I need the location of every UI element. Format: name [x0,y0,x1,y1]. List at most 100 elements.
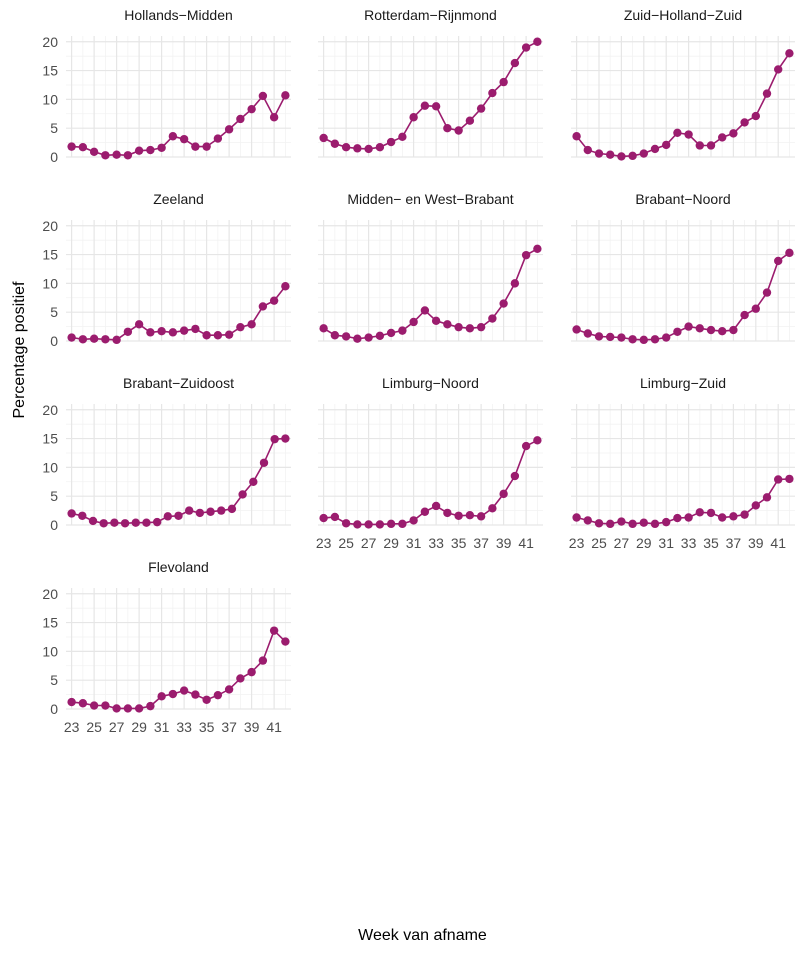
data-point [174,511,183,520]
y-tick-label: 0 [50,149,58,165]
data-point [606,332,615,342]
data-point [191,142,200,151]
series-line [71,285,287,341]
panel-title: Limburg−Zuid [640,375,726,391]
data-point [639,149,648,158]
panel-title: Hollands−Midden [124,7,233,23]
data-point [583,329,592,338]
data-point [101,151,110,160]
data-point [224,125,234,134]
data-point [168,132,178,141]
data-point [454,322,463,332]
data-point [227,504,237,514]
data-point [684,513,693,522]
y-tick-label: 5 [50,488,58,504]
data-point [78,143,88,152]
panel-1: Hollands−Midden 0 5 10 15 20 [42,7,291,165]
data-point [650,335,660,344]
data-point [168,689,178,699]
data-point [202,142,211,151]
data-point [510,471,520,481]
data-point [179,326,189,335]
y-tick-label: 15 [42,63,58,79]
data-point [650,519,660,529]
data-point [572,513,581,522]
data-point [112,335,121,345]
y-tick-label: 5 [50,120,58,136]
data-point [751,501,760,510]
x-tick-label: 37 [473,535,489,551]
data-point [420,101,430,110]
data-point [499,299,508,308]
x-tick-label: 25 [591,535,607,551]
data-point [740,510,749,519]
data-point [168,328,178,337]
data-point [510,279,520,288]
series-line [575,52,791,158]
data-point [774,256,783,266]
data-point [639,518,648,527]
data-point [112,704,121,713]
data-point [353,334,362,343]
data-point [217,506,226,515]
data-point [259,458,269,467]
data-point [258,302,268,311]
data-point [213,690,223,700]
data-point [684,322,693,331]
data-point [510,58,520,68]
data-point [330,331,340,340]
x-tick-label: 29 [636,535,652,551]
x-tick-label: 23 [64,719,80,735]
data-point [375,331,385,341]
data-point [386,328,396,338]
data-point [454,511,463,520]
data-point [206,507,215,516]
data-point [533,244,542,254]
data-point [443,320,452,329]
data-point [409,317,418,327]
panel-title: Zeeland [153,191,204,207]
x-tick-label: 35 [199,719,215,735]
data-point [213,134,223,143]
data-point [78,335,88,344]
data-point [319,324,328,333]
x-tick-label: 41 [266,719,282,735]
data-point [281,282,290,291]
y-tick-label: 15 [42,615,58,631]
x-axis-title-wrap: Week van afname [0,927,795,945]
data-point [89,701,99,710]
data-point [431,501,441,511]
data-point [270,434,279,444]
data-point [488,314,497,323]
y-tick-label: 5 [50,672,58,688]
panel-2: Rotterdam−Rijnmond [318,7,543,158]
data-point [706,508,716,518]
data-point [465,116,475,125]
x-tick-label: 37 [726,535,742,551]
data-point [89,147,99,157]
data-point [319,133,328,143]
data-point [617,152,626,161]
y-tick-label: 15 [42,431,58,447]
data-point [718,513,727,522]
data-point [628,151,637,161]
data-point [684,130,693,139]
data-point [341,332,351,341]
data-point [375,143,385,152]
data-point [236,114,245,124]
data-point [628,519,637,529]
data-point [224,330,234,339]
data-point [281,637,290,646]
data-point [101,701,110,710]
y-tick-label: 20 [42,586,58,602]
data-point [762,288,772,297]
data-point [110,518,119,527]
data-point [639,335,648,345]
data-point [202,331,211,340]
data-point [594,332,604,341]
panel-title: Rotterdam−Rijnmond [364,7,497,23]
data-point [673,513,682,523]
data-point [224,685,234,694]
